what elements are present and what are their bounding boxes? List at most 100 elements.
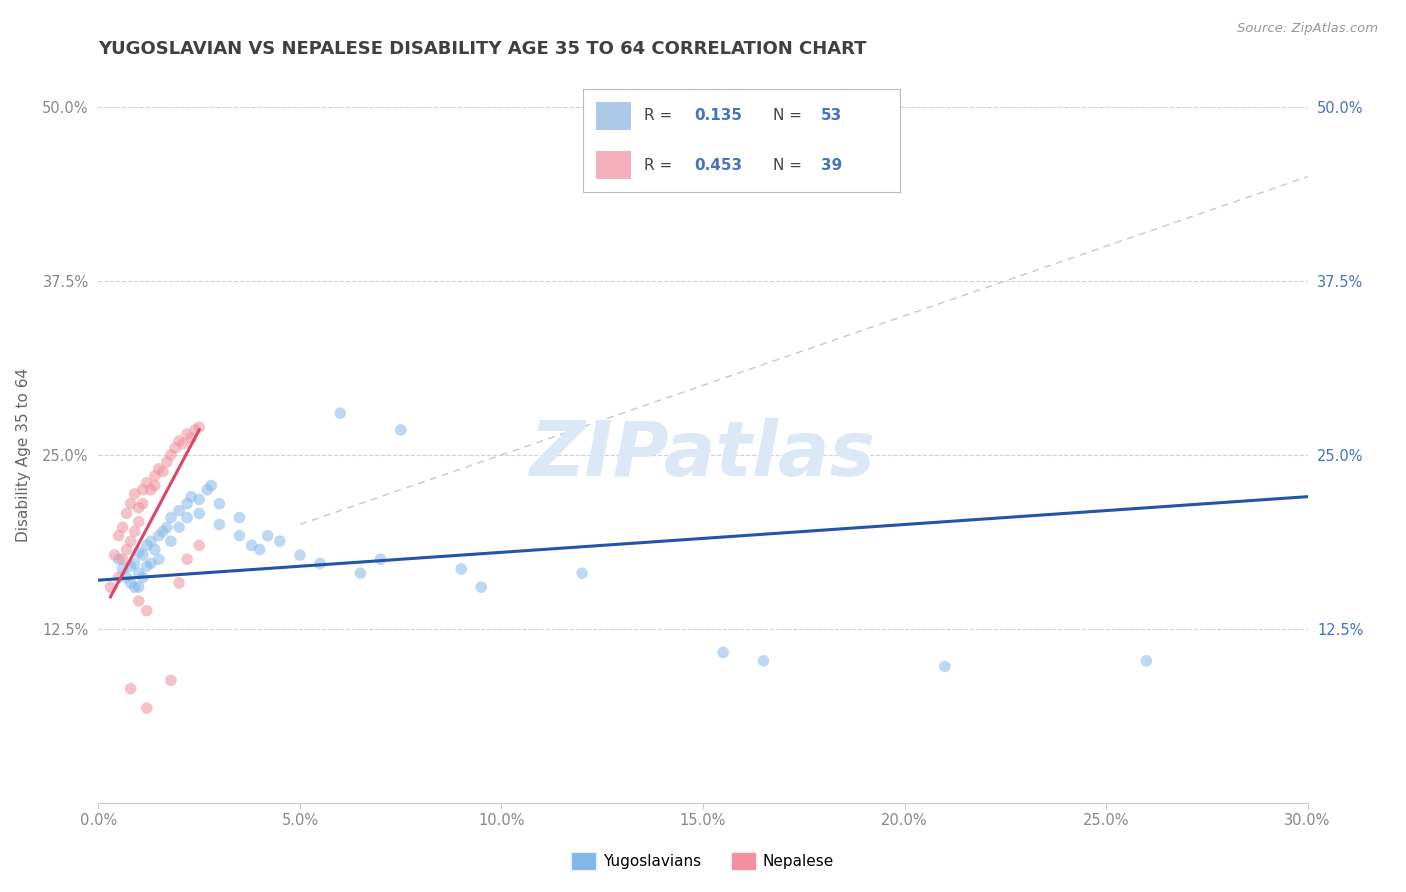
- Point: [148, 462, 170, 476]
- Text: ZIPatlas: ZIPatlas: [530, 418, 876, 491]
- Text: 0.135: 0.135: [695, 108, 742, 123]
- Point: [208, 497, 231, 511]
- Point: [128, 515, 150, 529]
- Point: [128, 545, 150, 559]
- Point: [139, 557, 162, 571]
- Point: [135, 559, 157, 574]
- Point: [160, 673, 183, 688]
- Point: [128, 580, 150, 594]
- Point: [152, 465, 174, 479]
- Point: [143, 542, 166, 557]
- Point: [152, 524, 174, 539]
- Point: [249, 542, 271, 557]
- Point: [389, 423, 412, 437]
- Point: [148, 528, 170, 542]
- Y-axis label: Disability Age 35 to 64: Disability Age 35 to 64: [15, 368, 31, 542]
- Text: R =: R =: [644, 108, 672, 123]
- Point: [188, 507, 211, 521]
- Point: [711, 646, 734, 660]
- Point: [124, 580, 146, 594]
- Point: [111, 520, 134, 534]
- Point: [172, 437, 194, 451]
- Point: [240, 538, 263, 552]
- Point: [132, 497, 155, 511]
- Point: [228, 528, 250, 542]
- Point: [120, 497, 142, 511]
- Point: [139, 483, 162, 497]
- Point: [288, 548, 311, 562]
- Point: [180, 490, 202, 504]
- Point: [128, 566, 150, 581]
- Point: [120, 534, 142, 549]
- Point: [329, 406, 352, 420]
- Point: [180, 431, 202, 445]
- Point: [208, 517, 231, 532]
- Point: [135, 475, 157, 490]
- Point: [124, 557, 146, 571]
- Point: [752, 654, 775, 668]
- Point: [143, 468, 166, 483]
- Point: [111, 552, 134, 566]
- Point: [167, 576, 190, 591]
- Point: [135, 701, 157, 715]
- Point: [124, 487, 146, 501]
- Point: [120, 681, 142, 696]
- Point: [370, 552, 392, 566]
- Point: [176, 552, 198, 566]
- Point: [269, 534, 291, 549]
- Point: [167, 434, 190, 448]
- Point: [167, 520, 190, 534]
- Point: [200, 478, 222, 492]
- Point: [228, 510, 250, 524]
- FancyBboxPatch shape: [596, 151, 631, 179]
- Point: [934, 659, 956, 673]
- Point: [156, 455, 179, 469]
- Point: [139, 534, 162, 549]
- Point: [100, 580, 122, 594]
- Point: [124, 524, 146, 539]
- Point: [349, 566, 371, 581]
- Point: [188, 492, 211, 507]
- Legend: Yugoslavians, Nepalese: Yugoslavians, Nepalese: [567, 847, 839, 875]
- Point: [120, 576, 142, 591]
- Point: [188, 420, 211, 434]
- Point: [176, 497, 198, 511]
- Point: [176, 427, 198, 442]
- FancyBboxPatch shape: [596, 102, 631, 130]
- Point: [1135, 654, 1157, 668]
- Point: [571, 566, 593, 581]
- Point: [163, 441, 186, 455]
- Text: 0.453: 0.453: [695, 158, 742, 173]
- Point: [132, 483, 155, 497]
- Point: [128, 594, 150, 608]
- Point: [107, 570, 129, 584]
- Point: [156, 520, 179, 534]
- Point: [135, 604, 157, 618]
- Point: [111, 562, 134, 576]
- Text: Source: ZipAtlas.com: Source: ZipAtlas.com: [1237, 22, 1378, 36]
- Point: [115, 570, 138, 584]
- Point: [160, 534, 183, 549]
- Text: R =: R =: [644, 158, 672, 173]
- Point: [120, 559, 142, 574]
- Point: [160, 448, 183, 462]
- Text: 53: 53: [821, 108, 842, 123]
- Text: YUGOSLAVIAN VS NEPALESE DISABILITY AGE 35 TO 64 CORRELATION CHART: YUGOSLAVIAN VS NEPALESE DISABILITY AGE 3…: [98, 40, 868, 58]
- Point: [115, 507, 138, 521]
- Point: [160, 510, 183, 524]
- Point: [115, 542, 138, 557]
- Text: N =: N =: [773, 158, 803, 173]
- Point: [132, 570, 155, 584]
- Point: [184, 423, 207, 437]
- Point: [450, 562, 472, 576]
- Point: [470, 580, 492, 594]
- Point: [132, 548, 155, 562]
- Point: [167, 503, 190, 517]
- Point: [188, 538, 211, 552]
- Point: [103, 548, 125, 562]
- Point: [135, 538, 157, 552]
- Text: 39: 39: [821, 158, 842, 173]
- Point: [107, 528, 129, 542]
- Point: [128, 500, 150, 515]
- Point: [195, 483, 218, 497]
